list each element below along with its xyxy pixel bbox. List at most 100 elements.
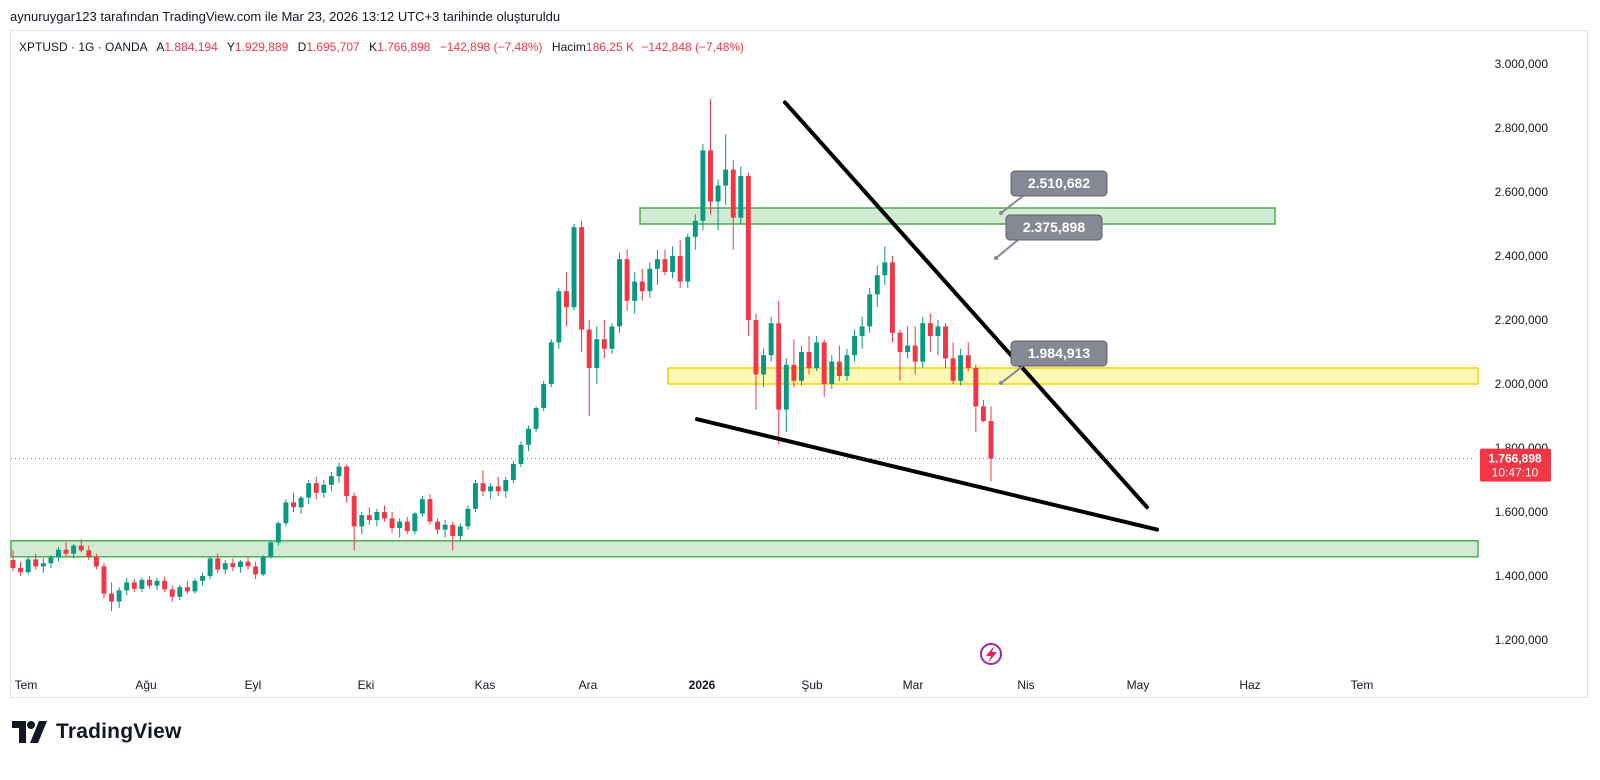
- x-tick-label: Ara: [579, 678, 598, 692]
- x-tick-label: Tem: [1351, 678, 1374, 692]
- x-tick-label: Eki: [358, 678, 375, 692]
- candle-body: [958, 355, 964, 381]
- callout-label: 2.375,898: [1023, 219, 1085, 235]
- pivot-zone[interactable]: [667, 367, 1479, 385]
- candle-body: [647, 268, 653, 292]
- candle-body: [609, 326, 615, 349]
- candle-body: [973, 368, 979, 407]
- x-tick-label: Haz: [1239, 678, 1260, 692]
- y-tick-label: 1.600,000: [1495, 505, 1549, 519]
- candle-body: [154, 580, 160, 586]
- candle-body: [457, 526, 463, 536]
- candle-body: [366, 515, 372, 520]
- candle-body: [86, 550, 92, 557]
- candle-body: [427, 499, 433, 522]
- candle-body: [291, 502, 296, 508]
- candle-body: [905, 345, 911, 352]
- lightning-icon[interactable]: [980, 643, 1002, 665]
- candle-body: [927, 323, 933, 336]
- candle-body: [700, 150, 706, 221]
- candle-body: [488, 486, 494, 492]
- trend-line[interactable]: [695, 417, 1159, 532]
- x-tick-label: Eyl: [245, 678, 262, 692]
- x-tick-label: Mar: [903, 678, 924, 692]
- candle-body: [670, 256, 676, 272]
- candle-body: [63, 549, 69, 554]
- candle-body: [897, 332, 903, 352]
- candle-body: [419, 499, 425, 514]
- candle-body: [435, 521, 441, 530]
- candle-body: [321, 484, 327, 493]
- candle-body: [18, 568, 24, 573]
- candle-body: [768, 323, 774, 356]
- candle-body: [715, 185, 721, 202]
- candle-body: [382, 512, 387, 519]
- lightning-icon-bolt: [986, 646, 997, 663]
- candle-body: [859, 326, 865, 336]
- candle-body: [33, 559, 39, 567]
- candle-body: [495, 486, 501, 492]
- candle-body: [169, 589, 175, 597]
- x-tick-label: Nis: [1017, 678, 1034, 692]
- candle-body: [821, 342, 827, 384]
- candle-body: [518, 444, 524, 464]
- candle-body: [480, 483, 486, 492]
- candle-body: [306, 483, 312, 498]
- candle-body: [101, 566, 107, 594]
- x-tick-label: 2026: [689, 678, 716, 692]
- current-price-tag[interactable]: [1480, 448, 1551, 482]
- callout-box[interactable]: [1005, 214, 1103, 241]
- candle-body: [677, 256, 683, 282]
- trend-line[interactable]: [783, 100, 1149, 510]
- candle-body: [867, 294, 873, 327]
- callout-box[interactable]: [1010, 340, 1108, 367]
- chart-attribution: aynuruygar123 tarafından TradingView.com…: [10, 9, 561, 24]
- candle-body: [328, 476, 334, 485]
- support-zone[interactable]: [10, 540, 1479, 558]
- volume-label: Hacim: [551, 40, 586, 54]
- callout-label: 2.510,682: [1028, 175, 1090, 191]
- candle-body: [25, 559, 31, 573]
- candle-body: [791, 364, 797, 381]
- candle-body: [692, 220, 698, 237]
- candle-body: [40, 563, 46, 567]
- resistance-zone[interactable]: [639, 207, 1276, 225]
- candle-body: [814, 342, 820, 368]
- candle-body: [601, 339, 607, 349]
- candle-body: [761, 355, 767, 375]
- price-chart[interactable]: 2.510,682 2.375,898 1.984,913 1.200,000 1.4…: [0, 0, 1600, 700]
- candle-body: [139, 579, 145, 589]
- high-label: Y: [226, 40, 235, 54]
- candle-body: [526, 428, 531, 445]
- y-tick-label: 2.400,000: [1495, 249, 1549, 263]
- candle-body: [829, 361, 835, 384]
- candle-body: [222, 563, 228, 570]
- y-tick-label: 3.000,000: [1495, 57, 1549, 71]
- candle-body: [10, 560, 16, 568]
- countdown-label: 10:47:10: [1492, 466, 1539, 480]
- candle-body: [776, 323, 782, 410]
- open-label: A: [156, 40, 165, 54]
- candle-body: [685, 236, 691, 282]
- candle-body: [124, 582, 130, 591]
- candle-body: [639, 281, 645, 292]
- candle-body: [374, 512, 380, 520]
- candle-body: [230, 563, 236, 568]
- symbol-legend: XPTUSD · 1G · OANDA A1.884,194 Y1.929,88…: [19, 40, 750, 54]
- candle-body: [184, 587, 190, 592]
- candle-body: [662, 259, 668, 272]
- candle-body: [571, 227, 577, 308]
- symbol-name[interactable]: XPTUSD · 1G · OANDA: [19, 40, 148, 54]
- candle-body: [965, 355, 971, 368]
- candle-body: [586, 329, 592, 368]
- candle-body: [988, 421, 994, 459]
- candle-body: [389, 518, 395, 528]
- y-tick-label: 2.000,000: [1495, 377, 1549, 391]
- tradingview-logo[interactable]: TradingView: [12, 720, 182, 744]
- callout-box[interactable]: [1010, 170, 1108, 197]
- callout-label: 1.984,913: [1028, 345, 1090, 361]
- candle-body: [298, 497, 304, 508]
- close-value: 1.766,898: [377, 40, 431, 54]
- candle-body: [147, 579, 152, 586]
- candle-body: [708, 150, 713, 202]
